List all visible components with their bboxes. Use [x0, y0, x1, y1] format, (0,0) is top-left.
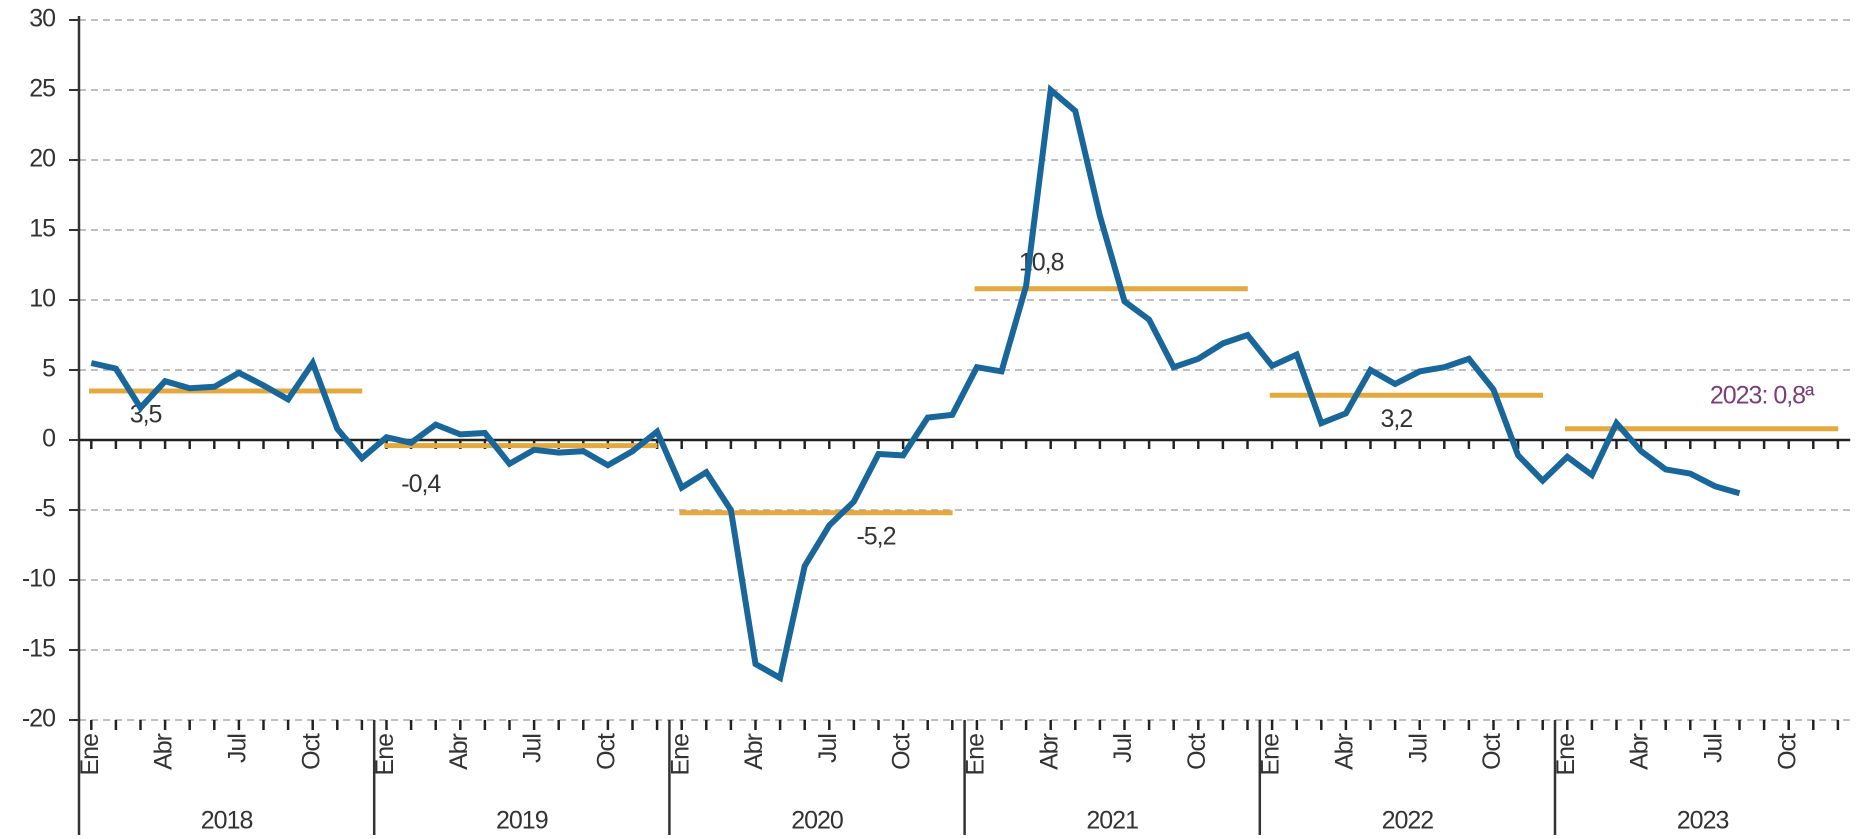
- x-tick-label: Jul: [1109, 734, 1137, 763]
- y-tick-label: 0: [42, 425, 55, 453]
- year-label: 2018: [201, 807, 253, 835]
- x-tick-label: Jul: [1404, 734, 1432, 763]
- year-label: 2022: [1382, 807, 1434, 835]
- x-tick-label: Oct: [297, 733, 325, 770]
- x-tick-label: Ene: [1257, 734, 1285, 776]
- x-tick-label: Ene: [371, 734, 399, 776]
- x-tick-label: Oct: [593, 733, 621, 770]
- average-label: -5,2: [856, 522, 895, 550]
- average-label: -0,4: [401, 470, 441, 498]
- y-tick-label: 30: [29, 5, 55, 33]
- x-tick-label: Oct: [1183, 733, 1211, 770]
- y-tick-label: 10: [29, 285, 55, 313]
- y-tick-label: -20: [22, 705, 55, 733]
- y-tick-label: -15: [22, 635, 55, 663]
- x-tick-label: Abr: [445, 733, 473, 770]
- series-line: [90, 84, 1741, 683]
- x-tick-label: Jul: [1700, 734, 1728, 763]
- x-tick-label: Ene: [1552, 734, 1580, 776]
- x-tick-label: Oct: [888, 733, 916, 770]
- x-tick-label: Abr: [1626, 733, 1654, 770]
- y-tick-label: 5: [42, 355, 55, 383]
- x-tick-label: Oct: [1478, 733, 1506, 770]
- year-label: 2021: [1086, 807, 1138, 835]
- x-tick-label: Ene: [76, 734, 104, 776]
- y-tick-label: 25: [29, 75, 55, 103]
- x-tick-label: Jul: [519, 734, 547, 763]
- year-label: 2019: [496, 807, 548, 835]
- year-label: 2020: [791, 807, 843, 835]
- x-tick-label: Abr: [1331, 733, 1359, 770]
- y-tick-label: -10: [22, 565, 55, 593]
- average-label: 3,2: [1381, 405, 1413, 433]
- x-tick-label: Jul: [224, 734, 252, 763]
- x-tick-label: Jul: [814, 734, 842, 763]
- y-tick-label: 20: [29, 145, 55, 173]
- x-tick-label: Ene: [666, 734, 694, 776]
- x-tick-label: Oct: [1773, 733, 1801, 770]
- x-tick-label: Abr: [1035, 733, 1063, 770]
- y-tick-label: -5: [35, 495, 55, 523]
- y-tick-label: 15: [29, 215, 55, 243]
- average-label: 2023: 0,8ª: [1710, 381, 1815, 409]
- year-label: 2023: [1677, 807, 1729, 835]
- x-tick-label: Abr: [150, 733, 178, 770]
- x-tick-label: Ene: [962, 734, 990, 776]
- x-tick-label: Abr: [740, 733, 768, 770]
